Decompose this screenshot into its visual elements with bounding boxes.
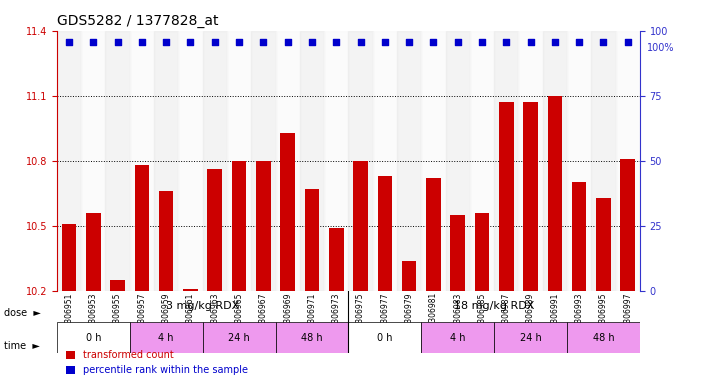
Bar <box>183 289 198 291</box>
FancyBboxPatch shape <box>57 322 129 353</box>
Bar <box>596 198 611 291</box>
Bar <box>203 31 227 291</box>
Bar <box>499 102 513 291</box>
FancyBboxPatch shape <box>494 322 567 353</box>
Bar <box>373 31 397 291</box>
Bar <box>129 31 154 291</box>
Point <box>257 38 269 45</box>
Point <box>574 38 585 45</box>
Bar <box>154 31 178 291</box>
Bar <box>616 31 640 291</box>
Text: 18 mg/kg RDX: 18 mg/kg RDX <box>454 301 535 311</box>
Point <box>403 38 415 45</box>
Legend: transformed count, percentile rank within the sample: transformed count, percentile rank withi… <box>62 346 252 379</box>
Point <box>452 38 464 45</box>
Text: time  ►: time ► <box>4 341 39 351</box>
Bar <box>159 191 173 291</box>
Text: GDS5282 / 1377828_at: GDS5282 / 1377828_at <box>57 14 218 28</box>
Text: 100%: 100% <box>647 43 675 53</box>
Bar <box>523 102 538 291</box>
Bar <box>402 260 417 291</box>
Bar <box>518 31 542 291</box>
Bar <box>572 182 587 291</box>
Point <box>549 38 560 45</box>
Point <box>112 38 123 45</box>
Text: 3 mg/kg RDX: 3 mg/kg RDX <box>166 301 240 311</box>
Point <box>525 38 536 45</box>
Bar <box>494 31 518 291</box>
Point <box>306 38 318 45</box>
Point <box>476 38 488 45</box>
Bar <box>378 176 392 291</box>
Bar <box>426 178 441 291</box>
Bar <box>397 31 421 291</box>
Text: 4 h: 4 h <box>450 333 466 343</box>
Text: 4 h: 4 h <box>159 333 174 343</box>
Bar <box>592 31 616 291</box>
Bar <box>348 31 373 291</box>
Text: 48 h: 48 h <box>301 333 323 343</box>
Point <box>501 38 512 45</box>
Bar <box>276 31 300 291</box>
Bar <box>329 228 343 291</box>
Bar <box>353 161 368 291</box>
Bar <box>300 31 324 291</box>
Point <box>63 38 75 45</box>
Bar <box>134 165 149 291</box>
Bar <box>57 31 81 291</box>
Bar <box>446 31 470 291</box>
Point <box>282 38 294 45</box>
Bar <box>208 169 222 291</box>
Bar <box>451 215 465 291</box>
Bar <box>227 31 251 291</box>
Text: 0 h: 0 h <box>377 333 392 343</box>
Text: 48 h: 48 h <box>593 333 614 343</box>
Point <box>233 38 245 45</box>
Point <box>161 38 172 45</box>
Bar <box>62 223 76 291</box>
Bar <box>86 213 101 291</box>
Point <box>428 38 439 45</box>
FancyBboxPatch shape <box>203 322 276 353</box>
Bar <box>256 161 271 291</box>
Text: 24 h: 24 h <box>228 333 250 343</box>
FancyBboxPatch shape <box>276 322 348 353</box>
Bar <box>567 31 592 291</box>
FancyBboxPatch shape <box>129 322 203 353</box>
FancyBboxPatch shape <box>348 322 421 353</box>
Text: dose  ►: dose ► <box>4 308 41 318</box>
Point <box>331 38 342 45</box>
Text: 0 h: 0 h <box>85 333 101 343</box>
Bar <box>105 31 129 291</box>
Bar <box>178 31 203 291</box>
Point <box>379 38 390 45</box>
Bar <box>324 31 348 291</box>
Bar <box>475 213 489 291</box>
FancyBboxPatch shape <box>421 322 494 353</box>
Point <box>185 38 196 45</box>
Bar <box>232 161 246 291</box>
Point <box>355 38 366 45</box>
Bar <box>110 280 125 291</box>
Point <box>598 38 609 45</box>
Point <box>209 38 220 45</box>
Bar <box>421 31 446 291</box>
Point <box>87 38 99 45</box>
Bar <box>81 31 105 291</box>
Bar <box>304 189 319 291</box>
Bar <box>547 96 562 291</box>
Bar <box>621 159 635 291</box>
Bar <box>542 31 567 291</box>
Point <box>622 38 634 45</box>
Bar <box>470 31 494 291</box>
Point <box>137 38 148 45</box>
Text: 24 h: 24 h <box>520 333 542 343</box>
Bar <box>251 31 276 291</box>
FancyBboxPatch shape <box>567 322 640 353</box>
Bar <box>280 132 295 291</box>
